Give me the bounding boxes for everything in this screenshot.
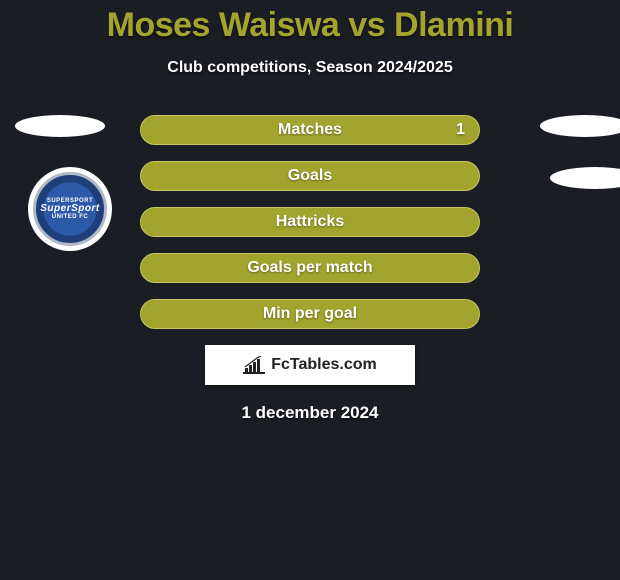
player-right-placeholder-2 <box>550 167 620 189</box>
page-subtitle: Club competitions, Season 2024/2025 <box>0 59 620 77</box>
stat-label: Min per goal <box>263 305 357 323</box>
club-badge-text: SUPERSPORT SuperSport UNITED FC <box>40 198 99 220</box>
stat-bar-goals-per-match: Goals per match <box>140 253 480 283</box>
stat-label: Matches <box>278 121 342 139</box>
player-left-placeholder <box>15 115 105 137</box>
stat-bar-hattricks: Hattricks <box>140 207 480 237</box>
club-badge-ring: SUPERSPORT SuperSport UNITED FC <box>33 172 107 246</box>
stat-value-right: 1 <box>456 121 465 139</box>
stat-bar-goals: Goals <box>140 161 480 191</box>
date-text: 1 december 2024 <box>0 403 620 423</box>
stat-bars: Matches 1 Goals Hattricks Goals per matc… <box>140 115 480 329</box>
stat-label: Hattricks <box>276 213 344 231</box>
badge-main: SuperSport <box>40 204 99 214</box>
badge-bottom: UNITED FC <box>40 214 99 220</box>
stat-bar-min-per-goal: Min per goal <box>140 299 480 329</box>
brand-text: FcTables.com <box>271 356 377 374</box>
club-badge: SUPERSPORT SuperSport UNITED FC <box>28 167 112 251</box>
brand-card[interactable]: FcTables.com <box>205 345 415 385</box>
player-right-placeholder-1 <box>540 115 620 137</box>
comparison-content: SUPERSPORT SuperSport UNITED FC Matches … <box>0 115 620 423</box>
stat-label: Goals <box>288 167 332 185</box>
bar-chart-icon <box>243 356 265 374</box>
stat-bar-matches: Matches 1 <box>140 115 480 145</box>
page-title: Moses Waiswa vs Dlamini <box>0 0 620 45</box>
stat-label: Goals per match <box>247 259 372 277</box>
